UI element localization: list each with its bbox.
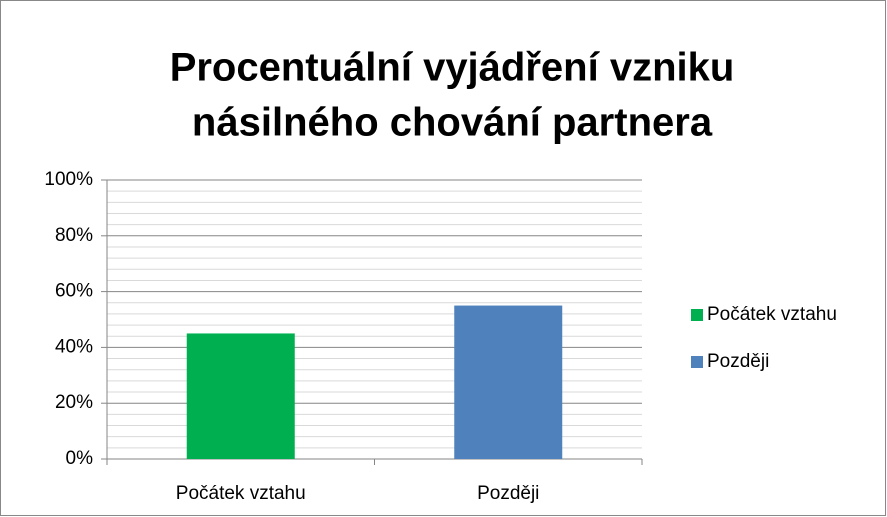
chart-title: násilného chování partnera [192, 101, 713, 145]
y-tick-label: 60% [55, 281, 93, 302]
legend-label: Později [707, 351, 769, 372]
legend-swatch [691, 309, 703, 321]
bar [454, 305, 563, 459]
x-tick-label: Počátek vztahu [176, 483, 306, 504]
y-tick-label: 100% [44, 169, 93, 190]
y-tick-label: 80% [55, 225, 93, 246]
y-tick-label: 40% [55, 336, 93, 357]
y-tick-label: 20% [55, 392, 93, 413]
x-tick-label: Později [477, 483, 539, 504]
chart-title: Procentuální vyjádření vzniku [170, 46, 735, 90]
legend-label: Počátek vztahu [707, 304, 837, 325]
y-tick-label: 0% [66, 448, 94, 469]
legend-swatch [691, 356, 703, 368]
bar [186, 333, 295, 459]
